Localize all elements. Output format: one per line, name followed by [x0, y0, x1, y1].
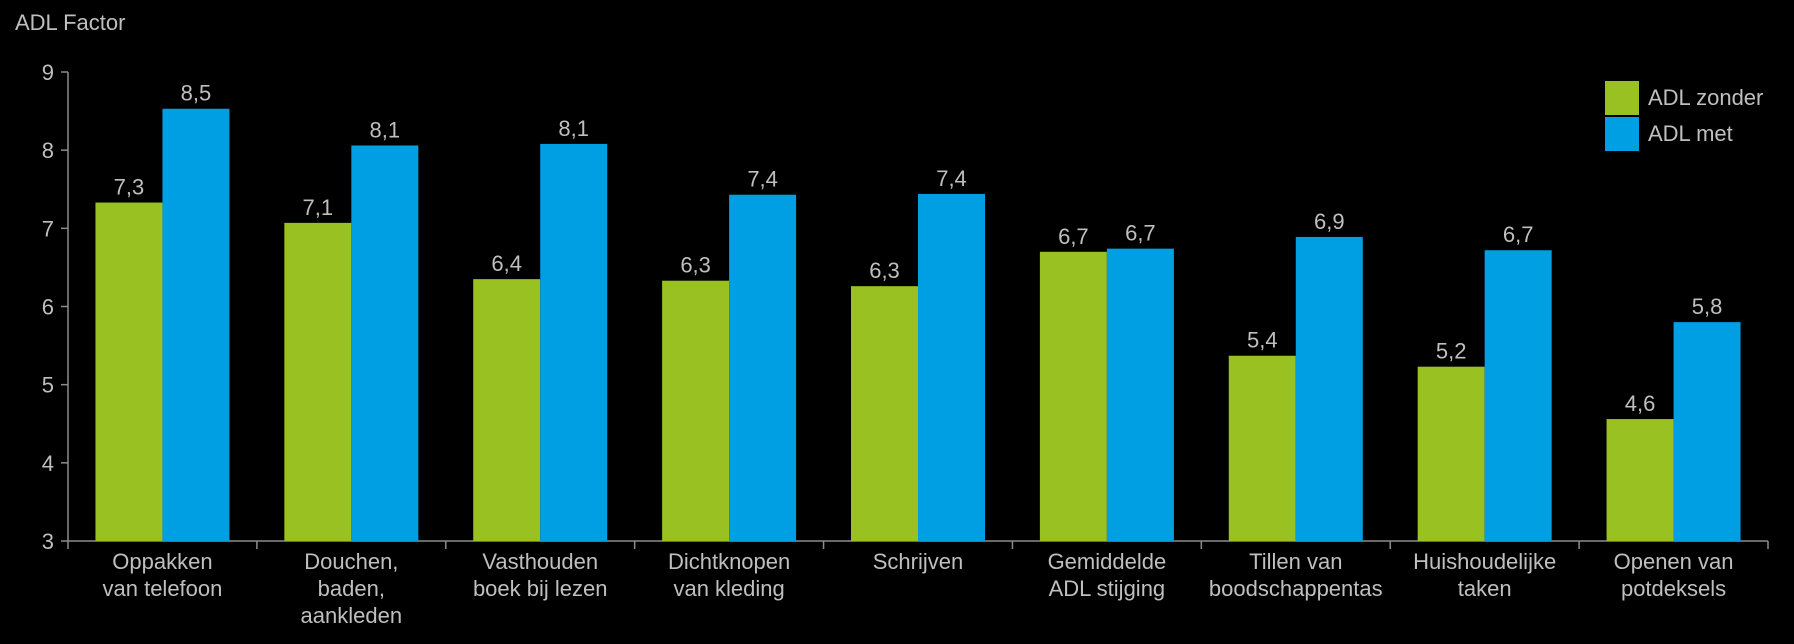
data-label: 7,1	[303, 195, 334, 220]
data-label: 5,4	[1247, 328, 1278, 353]
bar-adl-zonder	[473, 279, 541, 541]
data-label: 6,4	[491, 251, 522, 276]
y-tick-label: 9	[42, 60, 54, 85]
x-tick-label: potdeksels	[1621, 576, 1726, 601]
bar-adl-met	[540, 143, 608, 541]
y-tick-label: 7	[42, 216, 54, 241]
x-tick-label: Oppakken	[112, 549, 212, 574]
y-tick-label: 3	[42, 529, 54, 554]
data-label: 6,7	[1503, 222, 1534, 247]
y-tick-label: 4	[42, 451, 54, 476]
data-label: 5,2	[1436, 339, 1467, 364]
legend-label-adl-met: ADL met	[1648, 121, 1733, 146]
x-tick-label: van kleding	[673, 576, 784, 601]
x-tick-label: Tillen van	[1249, 549, 1342, 574]
data-label: 6,3	[680, 253, 711, 278]
bar-adl-zonder	[662, 280, 730, 541]
bar-adl-met	[729, 194, 797, 541]
bar-adl-zonder	[851, 286, 918, 541]
legend-item-adl-zonder: ADL zonder	[1605, 80, 1763, 116]
data-label: 4,6	[1625, 391, 1656, 416]
legend-swatch-adl-zonder	[1605, 81, 1639, 115]
bar-adl-zonder	[1417, 366, 1485, 541]
bar-adl-met	[351, 145, 419, 541]
bar-adl-zonder	[1228, 355, 1296, 541]
x-tick-label: van telefoon	[103, 576, 223, 601]
x-tick-label: Openen van	[1614, 549, 1734, 574]
bar-adl-zonder	[95, 202, 163, 541]
y-tick-label: 5	[42, 373, 54, 398]
data-label: 7,3	[114, 175, 145, 200]
bar-adl-met	[162, 108, 230, 541]
data-label: 7,4	[747, 167, 778, 192]
data-label: 7,4	[936, 166, 967, 191]
x-tick-label: Vasthouden	[482, 549, 598, 574]
legend-swatch-adl-met	[1605, 117, 1639, 151]
x-tick-label: ADL stijging	[1049, 576, 1166, 601]
x-tick-label: aankleden	[301, 603, 403, 628]
data-label: 6,7	[1125, 221, 1156, 246]
legend: ADL zonder ADL met	[1605, 80, 1763, 152]
y-axis-label: ADL Factor	[15, 10, 126, 35]
bar-adl-met	[1106, 248, 1174, 541]
x-tick-label: boek bij lezen	[473, 576, 608, 601]
x-tick-label: baden,	[318, 576, 385, 601]
bar-adl-met	[1673, 322, 1741, 541]
legend-item-adl-met: ADL met	[1605, 116, 1763, 152]
legend-label-adl-zonder: ADL zonder	[1648, 85, 1764, 110]
x-tick-label: Douchen,	[304, 549, 398, 574]
y-tick-label: 6	[42, 295, 54, 320]
x-tick-label: taken	[1458, 576, 1512, 601]
x-tick-label: Gemiddelde	[1048, 549, 1167, 574]
x-tick-label: boodschappentas	[1209, 576, 1383, 601]
bar-adl-zonder	[1606, 419, 1674, 541]
bar-adl-met	[1484, 250, 1552, 541]
data-label: 8,1	[558, 116, 589, 141]
bar-adl-met	[1295, 236, 1363, 541]
data-label: 6,3	[869, 258, 900, 283]
x-tick-label: Dichtknopen	[668, 549, 790, 574]
x-tick-label: Huishoudelijke	[1413, 549, 1556, 574]
data-label: 6,7	[1058, 224, 1089, 249]
bar-adl-met	[918, 193, 985, 541]
bar-adl-zonder	[284, 222, 352, 541]
data-label: 8,5	[181, 81, 212, 106]
bar-adl-zonder	[1039, 251, 1107, 542]
x-tick-label: Schrijven	[873, 549, 963, 574]
data-label: 6,9	[1314, 209, 1345, 234]
y-tick-label: 8	[42, 138, 54, 163]
data-label: 5,8	[1692, 294, 1723, 319]
data-label: 8,1	[370, 117, 401, 142]
